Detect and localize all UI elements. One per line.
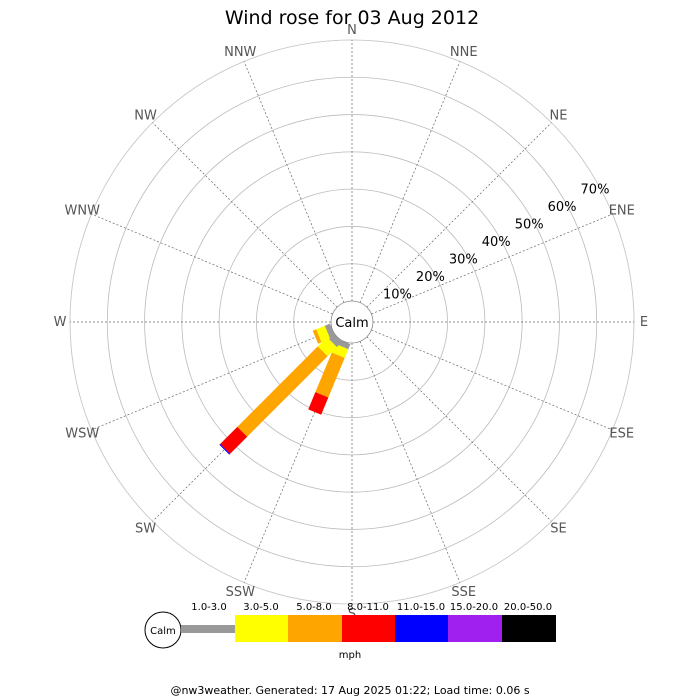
legend-label-5: 15.0-20.0: [450, 602, 498, 613]
direction-label-e: E: [640, 315, 648, 330]
direction-label-wnw: WNW: [65, 203, 101, 218]
calm-center: Calm: [330, 300, 374, 344]
radial-tick-label: 70%: [581, 183, 610, 198]
direction-spokes: [70, 40, 634, 604]
direction-label-ssw: SSW: [226, 585, 256, 600]
direction-label-nw: NW: [134, 109, 157, 124]
direction-label-sw: SW: [135, 521, 156, 536]
legend-swatch-5: [448, 615, 502, 642]
direction-label-s: S: [348, 607, 356, 622]
direction-label-ese: ESE: [609, 427, 634, 442]
bar-wsw-bin-1: [316, 325, 331, 343]
spoke-nne: [359, 61, 461, 303]
direction-label-sse: SSE: [451, 585, 476, 600]
direction-labels: N NNE NE ENE E ESE SE SSE S SSW SW WSW W WNW NW NNW: [54, 23, 649, 622]
legend-swatch-3: [342, 615, 395, 642]
spoke-sw: [152, 336, 338, 522]
grid-circle: [256, 226, 448, 418]
grid-circle: [106, 76, 598, 568]
radial-tick-label: 30%: [449, 253, 478, 268]
legend-swatch-2: [288, 615, 342, 642]
direction-label-nnw: NNW: [224, 45, 256, 60]
legend-unit-label: mph: [339, 650, 361, 661]
legend-label-6: 20.0-50.0: [504, 602, 552, 613]
legend-label-0: 1.0-3.0: [191, 602, 226, 613]
spoke-sse: [359, 341, 461, 583]
spoke-wnw: [91, 213, 333, 315]
radial-tick-label: 40%: [482, 235, 511, 250]
speed-legend: Calm 1.0-3.0 3.0-5.0 5.0-8.0 8.0-11.0 11.0-1…: [144, 602, 556, 661]
legend-swatch-1: [235, 615, 288, 642]
bar-ssw-bin-2: [315, 352, 345, 398]
direction-label-wsw: WSW: [65, 427, 99, 442]
spoke-ene: [371, 213, 613, 315]
spoke-se: [366, 336, 552, 522]
direction-label-ne: NE: [549, 109, 567, 124]
legend-swatch-0: [181, 625, 235, 633]
direction-label-se: SE: [550, 521, 566, 536]
legend-label-1: 3.0-5.0: [243, 602, 278, 613]
calm-label: Calm: [335, 316, 368, 331]
direction-label-n: N: [347, 23, 357, 38]
wind-bars: [219, 323, 351, 455]
bar-sw-bin-2: [237, 346, 328, 437]
grid-circle: [144, 114, 560, 530]
direction-label-ene: ENE: [609, 203, 635, 218]
bar-sw-bin-1: [317, 337, 337, 357]
grid-circle: [218, 188, 486, 456]
spoke-ese: [371, 329, 613, 431]
direction-label-w: W: [54, 315, 67, 330]
radial-tick-label: 10%: [383, 288, 412, 303]
legend-calm-label: Calm: [150, 626, 176, 637]
legend-swatch-4: [395, 615, 448, 642]
direction-label-nne: NNE: [450, 45, 478, 60]
spoke-ne: [366, 122, 552, 308]
bar-wsw-bin-2: [312, 329, 322, 344]
radial-tick-labels: 10% 20% 30% 40% 50% 60% 70%: [383, 183, 609, 303]
spoke-nw: [152, 122, 338, 308]
legend-label-2: 5.0-8.0: [296, 602, 331, 613]
bar-sw-bin-4: [219, 443, 231, 455]
bar-sw-bin-3: [220, 426, 248, 454]
legend-label-4: 11.0-15.0: [397, 602, 445, 613]
spoke-nnw: [243, 61, 345, 303]
radial-tick-label: 60%: [548, 200, 577, 215]
chart-title: Wind rose for 03 Aug 2012: [225, 7, 479, 29]
spoke-wsw: [91, 329, 333, 431]
radial-tick-label: 20%: [416, 270, 445, 285]
legend-swatch-6: [502, 615, 556, 642]
radial-tick-label: 50%: [515, 218, 544, 233]
legend-label-3: 8.0-11.0: [347, 602, 389, 613]
footer-text: @nw3weather. Generated: 17 Aug 2025 01:2…: [170, 684, 529, 697]
spoke-ssw: [243, 341, 345, 583]
bar-ssw-bin-3: [308, 392, 329, 415]
bar-wsw-bin-0: [324, 323, 336, 339]
